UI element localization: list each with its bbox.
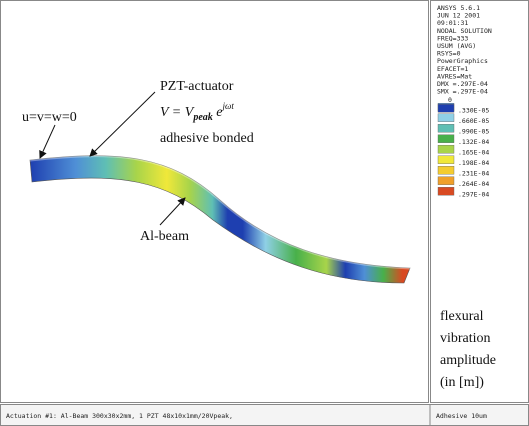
legend-label: .990E-05 bbox=[458, 128, 489, 136]
legend-swatch bbox=[438, 145, 454, 153]
caption-line: amplitude bbox=[440, 353, 496, 368]
formula-exponent: jωt bbox=[221, 101, 234, 111]
caption-line: (in [m]) bbox=[440, 375, 484, 390]
legend-swatch bbox=[438, 124, 454, 132]
canvas: u=v=w=0 PZT-actuator V = Vpeak ejωt adhe… bbox=[0, 0, 529, 426]
legend-label: .330E-05 bbox=[458, 107, 489, 115]
caption-line: flexural bbox=[440, 309, 484, 324]
footer-left: Actuation #1: Al-Beam 300x30x2mm, 1 PZT … bbox=[6, 412, 233, 420]
bonding-label: adhesive bonded bbox=[160, 131, 254, 146]
caption-line: vibration bbox=[440, 331, 491, 346]
legend-label: .231E-04 bbox=[458, 170, 489, 178]
legend-label: .660E-05 bbox=[458, 117, 489, 125]
boundary-label: u=v=w=0 bbox=[22, 110, 77, 125]
legend-label: .297E-04 bbox=[458, 191, 489, 199]
legend-swatch bbox=[438, 114, 454, 122]
beam-label: Al-beam bbox=[140, 229, 189, 244]
legend-label: .132E-04 bbox=[458, 138, 489, 146]
actuator-label: PZT-actuator bbox=[160, 79, 234, 94]
formula-base: e bbox=[213, 105, 223, 120]
legend-swatch bbox=[438, 187, 454, 195]
info-line: SMX =.297E-04 bbox=[437, 88, 488, 96]
formula-subscript: peak bbox=[192, 112, 212, 123]
legend-swatch bbox=[438, 135, 454, 143]
footer-right: Adhesive 10um bbox=[436, 412, 487, 420]
legend-label: .264E-04 bbox=[458, 180, 489, 188]
legend-label: .165E-04 bbox=[458, 149, 489, 157]
legend-swatch bbox=[438, 177, 454, 185]
legend-label: .198E-04 bbox=[458, 159, 489, 167]
formula-lhs: V = V bbox=[160, 105, 195, 120]
screenshot: u=v=w=0 PZT-actuator V = Vpeak ejωt adhe… bbox=[0, 0, 529, 426]
legend-swatch bbox=[438, 156, 454, 164]
legend-swatch bbox=[438, 104, 454, 112]
legend-swatch bbox=[438, 166, 454, 174]
